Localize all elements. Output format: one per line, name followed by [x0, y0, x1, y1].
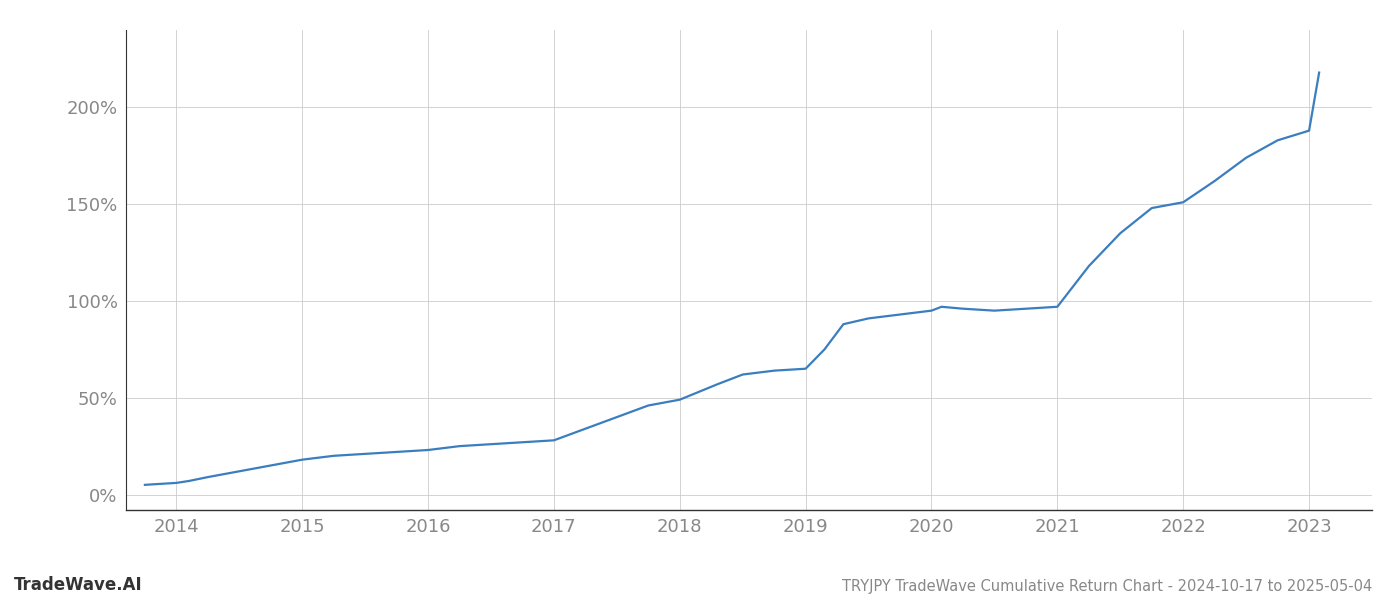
Text: TradeWave.AI: TradeWave.AI	[14, 576, 143, 594]
Text: TRYJPY TradeWave Cumulative Return Chart - 2024-10-17 to 2025-05-04: TRYJPY TradeWave Cumulative Return Chart…	[841, 579, 1372, 594]
